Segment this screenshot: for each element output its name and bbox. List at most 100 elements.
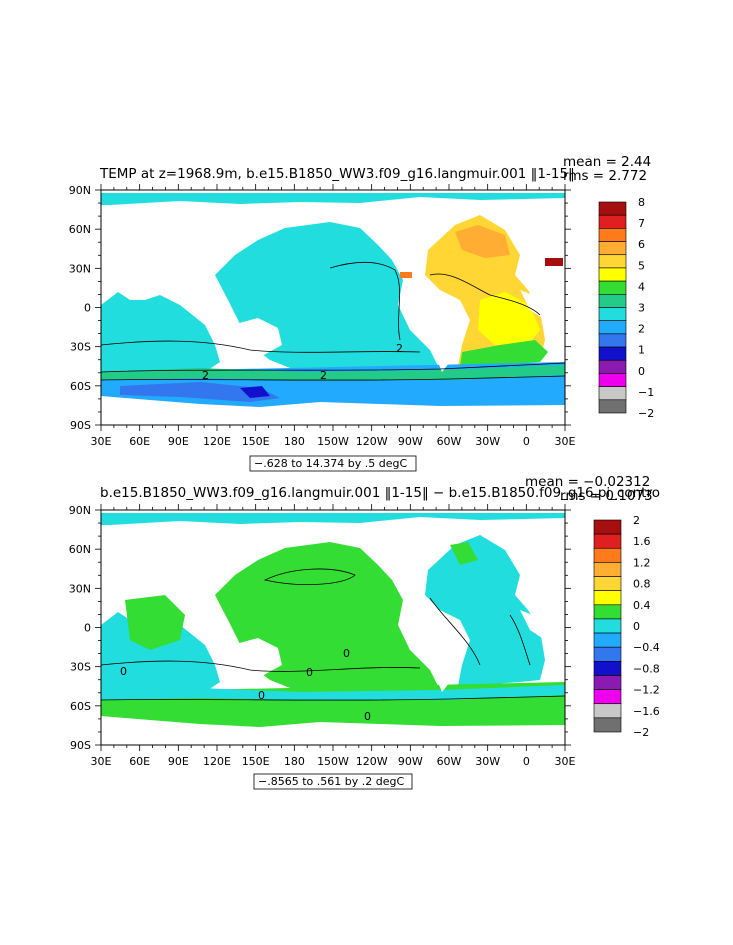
- bottom-lon-label: 150E: [242, 755, 270, 768]
- bottom-lon-label: 60E: [129, 755, 150, 768]
- bottom-contour-line: [101, 695, 565, 701]
- bottom-lat-label: 90N: [69, 504, 91, 517]
- top-south-america-land: [418, 300, 462, 372]
- top-contour-label: 2: [202, 369, 209, 382]
- top-colorbar-swatch: [598, 386, 627, 401]
- top-range-box: [249, 455, 417, 472]
- top-panel-mean: mean = 2.44: [563, 154, 651, 170]
- top-atlantic-orange-patch: [455, 225, 510, 258]
- bottom-colorbar-label: −0.8: [633, 662, 660, 675]
- bottom-atlantic-ocean: [425, 535, 545, 686]
- top-contour-label: 2: [320, 369, 327, 382]
- bottom-contour-label: 0: [306, 666, 313, 679]
- top-lat-label: 90S: [70, 419, 91, 432]
- bottom-africa-land: [520, 610, 565, 655]
- top-colorbar-swatch: [598, 333, 627, 348]
- top-colorbar-swatch: [598, 320, 627, 335]
- bottom-colorbar-swatch: [593, 632, 622, 648]
- bottom-colorbar-label: −2: [633, 726, 649, 739]
- bottom-colorbar-swatch: [593, 717, 622, 733]
- bottom-colorbar-label: 1.6: [633, 535, 651, 548]
- bottom-arctic-ocean: [101, 513, 565, 525]
- bottom-panel-title: b.e15.B1850_WW3.f09_g16.langmuir.001 ‖1-…: [100, 485, 660, 501]
- bottom-lon-label: 30W: [475, 755, 500, 768]
- top-panel: TEMP at z=1968.9m, b.e15.B1850_WW3.f09_g…: [69, 154, 654, 472]
- top-colorbar-swatch: [598, 399, 627, 414]
- bottom-lat-label: 60N: [69, 543, 91, 556]
- bottom-contour-label: 0: [364, 710, 371, 723]
- bottom-lat-label: 30S: [70, 661, 91, 674]
- bottom-contour-line: [429, 597, 481, 666]
- bottom-lat-label: 90S: [70, 739, 91, 752]
- top-lat-label: 30S: [70, 341, 91, 354]
- top-colorbar-label: 7: [638, 217, 645, 230]
- top-colorbar-swatch: [598, 280, 627, 295]
- bottom-colorbar-swatch: [593, 519, 622, 535]
- top-colorbar-swatch: [598, 359, 627, 374]
- bottom-colorbar-swatch: [593, 590, 622, 606]
- bottom-lon-labels: 30E 60E 90E 120E 150E 180 150W 120W 90W 60W 30W 0 30…: [91, 755, 576, 768]
- bottom-contour-label: 0: [258, 689, 265, 702]
- top-lon-label: 30E: [91, 435, 112, 448]
- top-africa-land: [520, 290, 565, 335]
- top-lat-label: 0: [84, 302, 91, 315]
- top-lon-label: 0: [523, 435, 530, 448]
- top-lon-label: 60W: [437, 435, 462, 448]
- top-range-label: −.628 to 14.374 by .5 degC: [254, 457, 407, 470]
- top-lat-label: 90N: [69, 184, 91, 197]
- top-colorbar-label: 4: [638, 280, 645, 293]
- top-lat-label: 30N: [69, 262, 91, 275]
- bottom-lon-label: 60W: [437, 755, 462, 768]
- bottom-lat-label: 60S: [70, 700, 91, 713]
- top-arctic-red-patch: [545, 258, 563, 266]
- bottom-lat-labels: 90N 60N 30N 0 30S 60S 90S: [69, 504, 91, 752]
- top-colorbar-swatch: [598, 214, 627, 229]
- bottom-colorbar-swatch: [593, 547, 622, 563]
- top-arctic-ocean: [101, 193, 565, 205]
- top-colorbar-label: 5: [638, 259, 645, 272]
- top-colorbar-label: 2: [638, 323, 645, 336]
- bottom-colorbar: 2 1.6 1.2 0.8 0.4 0 −0.4 −0.8 −1.2 −1.6 −2: [593, 514, 660, 739]
- top-southern-ocean-cyan-band: [101, 365, 565, 380]
- top-contour-line: [429, 273, 541, 316]
- bottom-contour-label: 0: [120, 665, 127, 678]
- bottom-colorbar-label: 2: [633, 514, 640, 527]
- bottom-colorbar-label: −1.6: [633, 705, 660, 718]
- top-colorbar-label: 6: [638, 238, 645, 251]
- top-colorbar-swatch: [598, 254, 627, 269]
- bottom-indian-green-patch: [125, 595, 185, 650]
- bottom-panel-mean: mean = −0.02312: [525, 474, 650, 490]
- bottom-australia-land: [232, 638, 282, 676]
- top-atlantic-green-band: [460, 340, 548, 367]
- bottom-colorbar-label: 0.4: [633, 599, 651, 612]
- bottom-lon-label: 30E: [555, 755, 576, 768]
- top-map-field: 2 2 2: [101, 190, 565, 425]
- top-colorbar-swatch: [598, 201, 627, 216]
- top-lat-label: 60S: [70, 380, 91, 393]
- top-panel-title: TEMP at z=1968.9m, b.e15.B1850_WW3.f09_g…: [99, 166, 575, 182]
- top-contour-line: [101, 362, 565, 373]
- top-lat-label: 60N: [69, 223, 91, 236]
- bottom-lat-label: 30N: [69, 582, 91, 595]
- top-contour-label: 2: [396, 342, 403, 355]
- bottom-colorbar-swatch: [593, 604, 622, 620]
- top-colorbar-swatch: [598, 267, 627, 282]
- top-colorbar-swatch: [598, 346, 627, 361]
- top-lon-label: 30E: [555, 435, 576, 448]
- bottom-colorbar-swatch: [593, 703, 622, 719]
- bottom-contour-line: [509, 614, 531, 666]
- bottom-range-label: −.8565 to .561 by .2 degC: [258, 775, 404, 788]
- bottom-colorbar-swatch: [593, 576, 622, 591]
- top-indian-ocean: [101, 292, 220, 372]
- bottom-colorbar-swatch: [593, 562, 622, 577]
- top-australia-land: [232, 318, 282, 356]
- top-colorbar-swatch: [598, 294, 627, 308]
- top-contour-line: [101, 375, 565, 381]
- top-colorbar-swatch: [598, 228, 627, 242]
- top-colorbar-swatch: [598, 241, 627, 256]
- bottom-map-field: 0 0 0 0 0: [101, 510, 565, 745]
- bottom-colorbar-label: 0: [633, 620, 640, 633]
- top-colorbar-label: 8: [638, 196, 645, 209]
- top-contour-line: [329, 261, 401, 341]
